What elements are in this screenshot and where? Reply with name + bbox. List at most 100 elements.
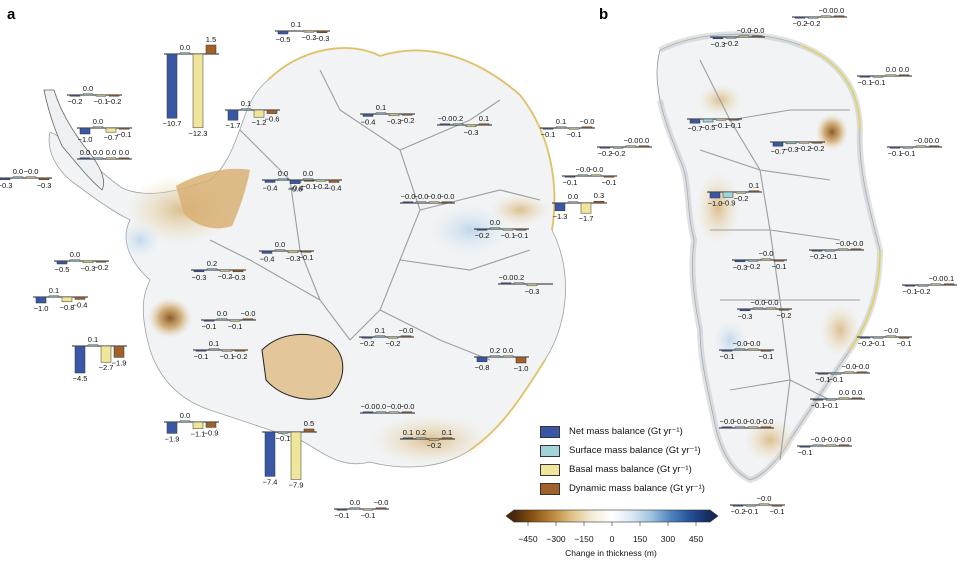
dynamic-mass-balance-bar [232,269,244,273]
bar-value-label: −0.4 [289,183,304,192]
basal-mass-balance-bar [105,127,117,133]
bar-value-label: −0.1 [720,352,735,361]
bar-value-label: −0.1 [903,287,918,296]
bar-value-label: 0.0 [899,65,909,74]
basal-mass-balance-bar [428,438,440,441]
basal-mass-balance-bar [290,431,302,480]
bar-value-label: 0.2 [453,114,463,123]
net-mass-balance-bar [227,109,239,121]
colorbar-left-arrow [505,509,515,523]
bar-value-label: −0.1 [816,375,831,384]
bar-value-label: 0.1 [291,20,301,29]
antarctica-glyph-30: −7.4 −0.1 −7.9 0.5 [262,419,317,489]
greenland-glyph-4: −0.2−0.2 −0.0 0.0 [597,136,652,158]
bar-value-label: −0.1 [772,262,787,271]
legend-label-basal: Basal mass balance (Gt yr⁻¹) [569,464,692,475]
bar-value-label: 0.0 [568,192,578,201]
net-mass-balance-bar [0,177,11,181]
antarctica-glyph-13: −0.1 −0.0−0.0 −0.1 [562,165,617,187]
antarctica-map [43,47,566,468]
net-mass-balance-bar [721,426,733,429]
dynamic-mass-balance-bar [113,345,125,358]
net-mass-balance-bar [554,202,566,212]
net-mass-balance-bar [402,437,414,440]
bar-value-label: −0.2 [427,441,442,450]
bar-value-label: −0.0 [733,339,748,348]
surface-mass-balance-bar [745,504,757,507]
colorbar-title: Change in thickness (m) [565,548,657,558]
basal-mass-balance-bar [61,296,73,303]
net-mass-balance-bar [79,157,91,160]
legend-swatch-basal [540,463,560,476]
greenland-glyph-7: −0.1−0.1 −0.0 0.0 [887,136,942,158]
surface-mass-balance-bar [872,75,884,78]
bar-value-label: −0.0 [750,26,765,35]
antarctica-glyph-8: −0.40.1−0.3−0.2 [360,103,415,126]
bar-value-label: −0.0 [720,417,735,426]
dynamic-mass-balance-bar [898,74,910,77]
dynamic-mass-balance-bar [850,248,862,251]
net-mass-balance-bar [277,30,289,35]
basal-mass-balance-bar [25,176,37,179]
bar-value-label: −2.7 [99,363,114,372]
surface-mass-balance-bar [179,420,191,423]
bar-value-label: −1.7 [226,121,241,130]
bar-value-label: −0.0 [374,498,389,507]
antarctica-glyph-16: −0.20.0−0.1−0.1 [474,218,529,240]
bar-value-label: 0.0 [503,346,513,355]
colorbar-right-arrow [709,509,719,523]
ronne-ice-shelf [261,333,344,400]
bar-value-label: −0.1 [563,178,578,187]
bar-value-label: −0.3 [738,312,753,321]
colorbar [505,509,719,526]
net-mass-balance-bar [859,336,871,339]
surface-mass-balance-bar [702,118,714,123]
bar-value-label: −0.0 [751,298,766,307]
dynamic-mass-balance-bar [851,397,863,400]
bar-value-label: −0.1 [858,78,873,87]
surface-mass-balance-bar [48,295,60,298]
bar-value-label: −0.3 [525,287,540,296]
bar-value-label: −0.2 [475,231,490,240]
dynamic-mass-balance-bar [266,109,278,114]
greenland-glyph-10: −0.3−0.2 −0.0 −0.1 [732,249,787,272]
bar-value-label: −0.2 [724,39,739,48]
antarctica-glyph-22: −0.10.0−0.1 −0.0 [201,309,256,331]
bar-value-label: 0.0 [490,218,500,227]
basal-mass-balance-bar [568,127,580,130]
net-mass-balance-bar [709,191,721,199]
dynamic-mass-balance-bar [748,190,760,193]
greenland-glyph-11: −0.1−0.2 −0.0 0.1 [902,274,957,296]
net-mass-balance-bar [542,127,554,130]
bar-value-label: 0.1 [241,99,251,108]
basal-mass-balance-bar [502,228,514,231]
antarctica-glyph-9: −0.0 0.2−0.30.1 [437,114,492,137]
bar-value-label: −0.0 [837,435,852,444]
bar-value-label: −0.0 [387,402,402,411]
basal-mass-balance-bar [465,124,477,128]
bar-value-label: −0.5 [701,123,716,132]
bar-value-label: −7.9 [289,480,304,489]
antarctica-glyph-14: −1.3 0.0 −1.7 0.3 [552,191,607,223]
greenland-glyph-2: −0.3−0.2 −0.0−0.0 [710,26,765,49]
bar-value-label: −0.7 [688,124,703,133]
bar-value-label: 0.0 [70,250,80,259]
net-mass-balance-bar [35,296,47,304]
bar-value-label: −0.1 [94,97,109,106]
basal-mass-balance-bar [502,355,514,358]
greenland-glyph-15: −0.1−0.1 −0.0−0.0 [815,362,870,384]
bar-value-label: 0.2 [490,346,500,355]
surface-mass-balance-bar [415,201,427,204]
bar-value-label: −10.7 [163,119,182,128]
bar-value-label: 0.1 [944,274,954,283]
net-mass-balance-bar [261,250,273,254]
bar-value-label: −0.0 [580,117,595,126]
net-mass-balance-bar [564,175,576,178]
net-mass-balance-bar [734,259,746,263]
basal-mass-balance-bar [229,319,241,322]
bar-value-label: −0.3 [81,264,96,273]
bar-value-label: −12.3 [189,129,208,138]
basal-mass-balance-bar [738,35,750,38]
net-mass-balance-bar [402,201,414,204]
